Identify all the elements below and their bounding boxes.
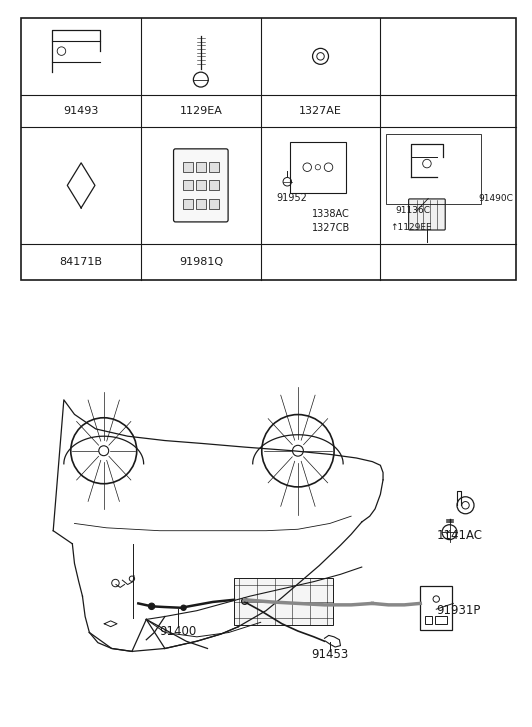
Bar [182,180,193,190]
Bar [209,180,219,190]
Text: 91493: 91493 [63,106,99,116]
Text: 1327AE: 1327AE [299,106,342,116]
Text: 91400: 91400 [160,624,197,638]
Bar [209,162,219,172]
Text: 1129EA: 1129EA [179,106,222,116]
Ellipse shape [148,603,155,609]
Bar [420,586,452,630]
Bar [196,198,206,209]
Text: 1327CB: 1327CB [312,222,350,233]
Bar [196,180,206,190]
Text: 84171B: 84171B [60,257,103,267]
Text: 1141AC: 1141AC [436,529,482,542]
Bar [290,142,346,193]
Ellipse shape [181,605,186,611]
Bar [196,162,206,172]
Bar [234,578,332,625]
Text: 91490C: 91490C [478,194,513,203]
Bar [182,162,193,172]
FancyBboxPatch shape [409,199,445,230]
Ellipse shape [242,598,248,604]
Bar [435,616,447,624]
Text: ↑1129EE: ↑1129EE [390,223,431,232]
Text: 91931P: 91931P [436,604,480,617]
Bar [425,616,432,624]
Bar [386,134,481,204]
Text: 91136C: 91136C [395,206,430,215]
Text: 1338AC: 1338AC [312,209,350,220]
Bar [209,198,219,209]
Bar [21,18,516,280]
Text: 91952: 91952 [277,193,307,204]
Text: 91453: 91453 [311,648,348,661]
Bar [182,198,193,209]
FancyBboxPatch shape [173,149,228,222]
Text: 91981Q: 91981Q [179,257,223,267]
